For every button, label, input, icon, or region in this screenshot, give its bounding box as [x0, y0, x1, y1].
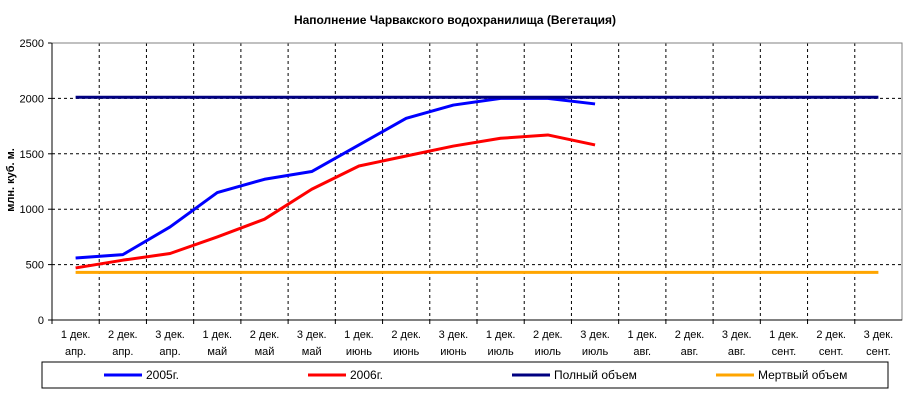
- x-tick-label: май: [255, 346, 275, 358]
- y-tick-label: 1500: [20, 149, 44, 161]
- x-tick-label: июнь: [393, 346, 419, 358]
- x-tick-label: авг.: [633, 346, 651, 358]
- x-tick-label: 3 дек.: [580, 329, 610, 341]
- y-tick-label: 2500: [20, 38, 44, 50]
- x-tick-label: сент.: [772, 346, 797, 358]
- legend: [41, 361, 889, 389]
- x-tick-label: 3 дек.: [297, 329, 327, 341]
- x-tick-label: июнь: [346, 346, 372, 358]
- x-tick-label: 1 дек.: [769, 329, 799, 341]
- x-tick-label: апр.: [112, 346, 133, 358]
- x-tick-label: май: [302, 346, 322, 358]
- x-tick-label: апр.: [65, 346, 86, 358]
- y-tick-label: 0: [38, 315, 44, 327]
- x-tick-label: апр.: [159, 346, 180, 358]
- x-tick-label: май: [207, 346, 227, 358]
- x-tick-label: 2 дек.: [108, 329, 138, 341]
- x-tick-label: июнь: [440, 346, 466, 358]
- x-tick-label: 3 дек.: [864, 329, 894, 341]
- x-tick-label: 2 дек.: [816, 329, 846, 341]
- x-tick-label: июль: [582, 346, 609, 358]
- x-tick-label: 1 дек.: [344, 329, 374, 341]
- y-tick-label: 1000: [20, 204, 44, 216]
- x-tick-label: июль: [487, 346, 514, 358]
- y-tick-label: 500: [26, 260, 44, 272]
- legend-label: Мертвый объем: [758, 368, 847, 382]
- x-tick-label: 2 дек.: [250, 329, 280, 341]
- x-tick-label: авг.: [728, 346, 746, 358]
- legend-label: 2006г.: [350, 368, 383, 382]
- series-line: [75, 133, 596, 270]
- x-tick-label: 2 дек.: [391, 329, 421, 341]
- x-tick-label: авг.: [681, 346, 699, 358]
- x-tick-label: 3 дек.: [722, 329, 752, 341]
- y-tick-label: 2000: [20, 93, 44, 105]
- legend-label: 2005г.: [146, 368, 179, 382]
- x-tick-label: сент.: [819, 346, 844, 358]
- x-tick-label: 1 дек.: [61, 329, 91, 341]
- x-tick-label: 2 дек.: [675, 329, 705, 341]
- x-tick-label: 2 дек.: [533, 329, 563, 341]
- x-tick-label: 1 дек.: [202, 329, 232, 341]
- x-tick-label: 1 дек.: [627, 329, 657, 341]
- legend-label: Полный объем: [554, 368, 637, 382]
- x-tick-label: 3 дек.: [439, 329, 469, 341]
- chart-title: Наполнение Чарвакского водохранилища (Ве…: [294, 13, 616, 27]
- x-tick-label: 1 дек.: [486, 329, 516, 341]
- x-tick-label: июль: [535, 346, 562, 358]
- x-tick-label: 3 дек.: [155, 329, 185, 341]
- y-axis-label: млн. куб. м.: [5, 148, 17, 212]
- x-tick-label: сент.: [866, 346, 891, 358]
